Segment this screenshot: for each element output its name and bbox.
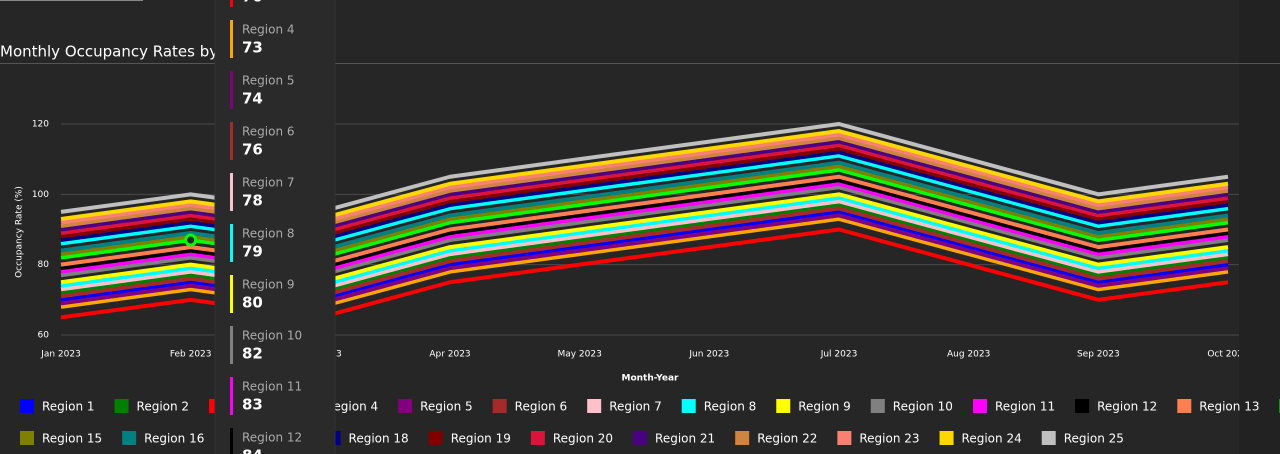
tooltip-label: Region 4 xyxy=(242,23,295,37)
legend-label[interactable]: Region 12 xyxy=(1097,400,1157,414)
tooltip-value: 73 xyxy=(242,39,263,57)
legend-swatch[interactable] xyxy=(20,431,34,445)
tooltip-swatch xyxy=(230,326,233,364)
x-tick-label: Feb 2023 xyxy=(170,350,212,360)
hover-point xyxy=(184,233,198,247)
legend-label[interactable]: Region 1 xyxy=(42,400,95,414)
legend-label[interactable]: Region 6 xyxy=(515,400,568,414)
tooltip-value: 79 xyxy=(242,243,263,261)
legend-label[interactable]: Region 8 xyxy=(704,400,757,414)
y-tick-label: 100 xyxy=(32,190,49,200)
x-tick-label: Aug 2023 xyxy=(947,350,990,360)
tooltip-label: Region 7 xyxy=(242,176,295,190)
legend-swatch[interactable] xyxy=(114,399,129,413)
tooltip-value: 83 xyxy=(242,396,263,414)
legend-label[interactable]: Region 24 xyxy=(962,432,1022,446)
tooltip-label: Region 11 xyxy=(242,380,302,394)
legend-swatch[interactable] xyxy=(776,399,791,413)
legend-label[interactable]: Region 22 xyxy=(757,432,817,446)
tooltip-value: 74 xyxy=(242,90,263,108)
chart-title: Monthly Occupancy Rates by xyxy=(0,43,218,61)
legend-label[interactable]: Region 21 xyxy=(655,432,715,446)
side-panel xyxy=(1239,0,1280,454)
tooltip-label: Region 8 xyxy=(242,227,295,241)
tooltip-swatch xyxy=(230,0,233,7)
legend-swatch[interactable] xyxy=(735,431,750,445)
legend-swatch[interactable] xyxy=(1075,399,1090,413)
x-axis-title: Month-Year xyxy=(622,374,680,384)
y-axis-title: Occupancy Rate (%) xyxy=(15,186,25,278)
x-tick-label: Jan 2023 xyxy=(40,350,81,360)
legend-swatch[interactable] xyxy=(428,431,443,445)
legend-swatch[interactable] xyxy=(398,399,413,413)
legend-label[interactable]: Region 5 xyxy=(420,400,473,414)
tooltip-swatch xyxy=(230,224,233,262)
legend-label[interactable]: Region 19 xyxy=(451,432,511,446)
legend-label[interactable]: Region 20 xyxy=(553,432,613,446)
legend-swatch[interactable] xyxy=(837,431,852,445)
tooltip-label: Region 12 xyxy=(242,431,302,445)
legend-label[interactable]: Region 7 xyxy=(609,400,662,414)
legend-swatch[interactable] xyxy=(1041,431,1056,445)
legend-swatch[interactable] xyxy=(939,431,954,445)
legend-label[interactable]: Region 9 xyxy=(798,400,851,414)
tooltip-swatch xyxy=(230,428,233,454)
legend-label[interactable]: Region 16 xyxy=(144,432,204,446)
legend-label[interactable]: Region 10 xyxy=(893,400,953,414)
tooltip-value: 84 xyxy=(242,447,263,454)
legend-label[interactable]: Region 25 xyxy=(1064,432,1124,446)
x-tick-label: Jun 2023 xyxy=(688,350,729,360)
y-tick-label: 80 xyxy=(38,260,50,270)
legend-label[interactable]: Region 11 xyxy=(995,400,1055,414)
legend-swatch[interactable] xyxy=(972,399,987,413)
tooltip-value: 80 xyxy=(242,294,263,312)
legend-swatch[interactable] xyxy=(492,399,507,413)
tooltip-swatch xyxy=(230,122,233,160)
legend-swatch[interactable] xyxy=(530,431,545,445)
tooltip-swatch xyxy=(230,377,233,415)
legend-swatch[interactable] xyxy=(870,399,885,413)
x-tick-label: Sep 2023 xyxy=(1077,350,1120,360)
tooltip-swatch xyxy=(230,173,233,211)
x-tick-label: Apr 2023 xyxy=(429,350,470,360)
legend-label[interactable]: Region 23 xyxy=(859,432,919,446)
legend-swatch[interactable] xyxy=(122,431,137,445)
legend-label[interactable]: Region 13 xyxy=(1199,400,1259,414)
legend-swatch[interactable] xyxy=(633,431,648,445)
tooltip-swatch xyxy=(230,275,233,313)
tooltip-value: 76 xyxy=(242,141,263,159)
tooltip-value: 82 xyxy=(242,345,263,363)
tooltip-value: 70 xyxy=(242,0,263,6)
y-tick-label: 60 xyxy=(38,331,50,341)
x-tick-label: May 2023 xyxy=(557,350,601,360)
tooltip-label: Region 5 xyxy=(242,74,295,88)
legend-swatch[interactable] xyxy=(20,399,34,413)
tooltip-label: Region 6 xyxy=(242,125,295,139)
legend-swatch[interactable] xyxy=(587,399,602,413)
legend-swatch[interactable] xyxy=(1177,399,1192,413)
tooltip-swatch xyxy=(230,20,233,58)
tooltip-label: Region 9 xyxy=(242,278,295,292)
legend-label[interactable]: Region 18 xyxy=(349,432,409,446)
x-tick-label: Jul 2023 xyxy=(820,350,858,360)
y-tick-label: 120 xyxy=(32,120,49,130)
tooltip-value: 78 xyxy=(242,192,263,210)
tooltip-box xyxy=(214,0,336,454)
legend-swatch[interactable] xyxy=(681,399,696,413)
tooltip-swatch xyxy=(230,71,233,109)
x-tick-label: Oct 2023 xyxy=(1207,350,1248,360)
legend-label[interactable]: Region 4 xyxy=(326,400,379,414)
tooltip-label: Region 10 xyxy=(242,329,302,343)
legend-label[interactable]: Region 15 xyxy=(42,432,102,446)
legend-label[interactable]: Region 2 xyxy=(137,400,190,414)
